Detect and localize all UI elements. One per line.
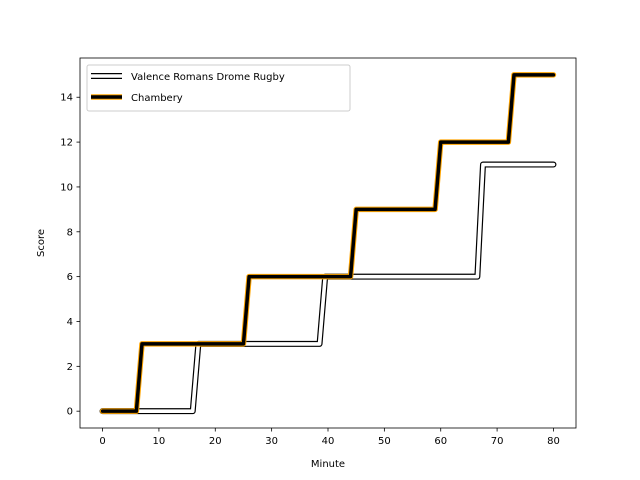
y-tick-label: 2 [67,362,73,373]
y-axis-label: Score [36,229,47,257]
x-tick-label: 60 [434,436,447,447]
y-tick-label: 12 [60,138,73,149]
y-tick-label: 6 [67,272,73,283]
y-tick-label: 10 [60,182,73,193]
x-tick-label: 50 [378,436,391,447]
y-tick-label: 8 [67,227,73,238]
x-tick-label: 10 [153,436,166,447]
y-tick-label: 4 [67,317,73,328]
x-tick-label: 0 [99,436,105,447]
legend-label: Chambery [131,93,183,104]
x-tick-label: 30 [265,436,278,447]
y-axis-ticks: 0 2 4 6 8 10 12 14 [60,93,80,418]
x-tick-label: 70 [491,436,504,447]
x-axis-ticks: 0 10 20 30 40 50 60 70 80 [99,428,560,447]
y-tick-label: 0 [67,407,73,418]
series-0-line [100,162,556,413]
series-layer [99,72,557,415]
x-axis-label: Minute [311,459,345,470]
x-tick-label: 80 [547,436,560,447]
legend-label: Valence Romans Drome Rugby [131,72,285,83]
y-tick-label: 14 [60,93,73,104]
series-1-line [100,73,556,413]
x-tick-label: 40 [322,436,335,447]
x-tick-label: 20 [209,436,222,447]
legend-box [86,64,351,112]
legend: Valence Romans Drome Rugby Chambery [86,64,351,112]
